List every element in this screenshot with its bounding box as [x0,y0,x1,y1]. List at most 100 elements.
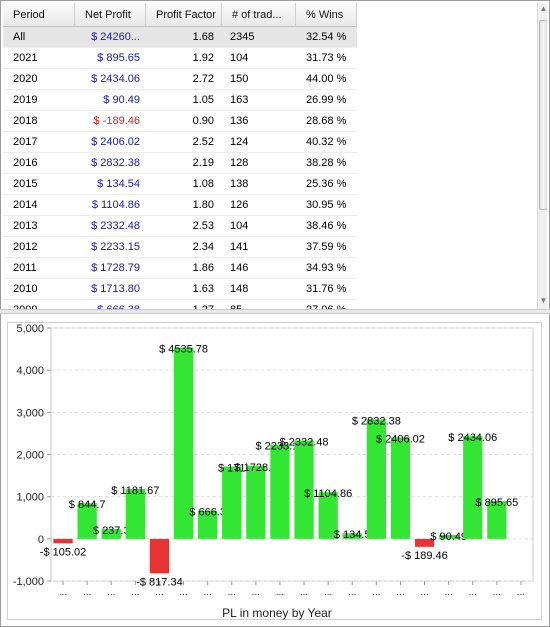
table-row[interactable]: 2021 $ 895.65 1.92 104 31.73 % [3,48,357,69]
cell-wins: 28.68 % [306,115,347,127]
chart-bar [366,419,386,539]
chart-bar [77,503,97,539]
table-row[interactable]: 2012 $ 2233.15 2.34 141 37.59 % [3,237,357,258]
scrollbar-thumb[interactable] [539,20,547,210]
cell-net-profit: $ 1728.79 [91,262,140,274]
cell-period: 2012 [13,241,38,253]
bar-value-label: $ 2434.06 [448,432,497,444]
chart-bar [149,538,170,574]
cell-trades: 126 [230,199,249,211]
cell-wins: 37.59 % [306,241,347,253]
table-row[interactable]: 2010 $ 1713.80 1.63 148 31.76 % [3,279,357,300]
table-header: Period Net Profit Profit Factor # of tra… [3,3,357,27]
bar-value-label: $ 2832.38 [352,415,401,427]
cell-profit-factor: 0.90 [192,115,214,127]
table-row[interactable]: 2016 $ 2832.38 2.19 128 38.28 % [3,153,357,174]
chart-bar [270,444,290,539]
bar-value-label: $ 90.49 [430,531,467,543]
table-row[interactable]: 2011 $ 1728.79 1.86 146 34.93 % [3,258,357,279]
x-tick-label: ... [324,587,332,598]
bar-value-label: $ 134.5 [334,529,371,541]
pl-by-year-chart: -1,000 0 1,000 2,000 3,000 4,000 5,000........… [7,322,542,620]
cell-profit-factor: 1.27 [146,300,222,309]
cell-trades: 124 [230,136,249,148]
cell-profit-factor: 2.53 [192,220,214,232]
y-tick-label: 2,000 [16,450,44,462]
bar-value-label: -$ 817.34 [136,576,182,588]
cell-wins: 38.46 % [306,220,347,232]
cell-wins: 31.73 % [306,52,347,64]
chart-bar [125,489,145,539]
chart-bar [487,501,507,539]
cell-wins: 40.32 % [306,136,347,148]
cell-profit-factor: 1.86 [192,262,214,274]
chart-bar [222,466,242,539]
y-tick-label: 5,000 [16,323,44,335]
cell-trades: 146 [230,262,249,274]
cell-profit-factor: 2.52 [192,136,214,148]
table-row[interactable]: 2018 $ -189.46 0.90 136 28.68 % [3,111,357,132]
table-row[interactable]: 2019 $ 90.49 1.05 163 26.99 % [3,90,357,111]
cell-profit-factor: 1.68 [192,31,214,43]
chart-bar [463,436,483,539]
x-tick-label: ... [493,587,501,598]
cell-period: 2017 [13,136,38,148]
table-body: All $ 24260... 1.68 2345 32.54 % 2021 $ 895.65… [3,27,357,309]
column-header-net-profit[interactable]: Net Profit [75,3,146,27]
x-tick-label: ... [517,587,525,598]
column-header-wins[interactable]: % Wins [296,3,357,27]
scroll-down-arrow-icon[interactable]: ▼ [539,296,547,305]
x-tick-label: ... [107,587,115,598]
column-header-trades[interactable]: # of trad... [222,3,296,27]
cell-period: 2019 [13,94,38,106]
cell-period: 2016 [13,157,38,169]
table-row[interactable]: 2017 $ 2406.02 2.52 124 40.32 % [3,132,357,153]
bar-value-label: $ 895.65 [475,497,518,509]
table-row[interactable]: All $ 24260... 1.68 2345 32.54 % [3,27,357,48]
x-tick-label: ... [83,587,91,598]
cell-trades: 141 [230,241,249,253]
panel-splitter[interactable] [0,309,550,314]
bar-value-label: $ 1104.86 [304,488,352,500]
y-tick-label: -1,000 [13,576,44,588]
cell-period: 2011 [13,262,37,274]
table-row[interactable]: 2014 $ 1104.86 1.80 126 30.95 % [3,195,357,216]
cell-net-profit: $ 134.54 [97,178,140,190]
cell-wins: 30.95 % [306,199,347,211]
x-tick-label: ... [131,587,139,598]
chart-bar [439,535,459,539]
bar-value-label: $ 4535.78 [159,344,208,356]
scroll-up-arrow-icon[interactable]: ▲ [539,4,547,13]
cell-wins: 34.93 % [306,262,347,274]
cell-trades: 2345 [230,31,255,43]
table-row[interactable]: 2009$ 666.381.278527.06 % [3,300,357,309]
vertical-scrollbar[interactable]: ▲ ▼ [537,3,547,309]
cell-trades: 136 [230,115,249,127]
bar-value-label: $ 666.3 [189,507,226,519]
x-axis-title: PL in money by Year [222,606,332,620]
y-tick-label: 4,000 [16,365,44,377]
y-tick-label: 1,000 [16,492,44,504]
cell-profit-factor: 1.80 [192,199,214,211]
cell-wins: 25.36 % [306,178,347,190]
chart-bar [390,437,411,539]
cell-profit-factor: 1.63 [192,283,214,295]
results-table: Period Net Profit Profit Factor # of tra… [1,1,547,309]
cell-net-profit: $ 895.65 [97,52,140,64]
cell-trades: 163 [230,94,249,106]
cell-wins: 27.06 % [296,300,357,309]
bar-value-label: -$ 105.02 [40,546,86,558]
table-row[interactable]: 2020 $ 2434.06 2.72 150 44.00 % [3,69,357,90]
chart-bar [246,465,266,539]
bar-value-label: $ 2332.48 [280,436,329,448]
column-header-profit-factor[interactable]: Profit Factor [146,3,222,27]
column-header-period[interactable]: Period [3,3,75,27]
cell-net-profit: $ 2233.15 [91,241,140,253]
table-row[interactable]: 2013 $ 2332.48 2.53 104 38.46 % [3,216,357,237]
cell-net-profit: $ 2332.48 [91,220,140,232]
cell-net-profit: $ 2406.02 [91,136,140,148]
x-tick-label: ... [300,587,308,598]
cell-net-profit: $ 2434.06 [91,73,140,85]
table-row[interactable]: 2015 $ 134.54 1.08 138 25.36 % [3,174,357,195]
cell-net-profit: $ -189.46 [93,115,140,127]
